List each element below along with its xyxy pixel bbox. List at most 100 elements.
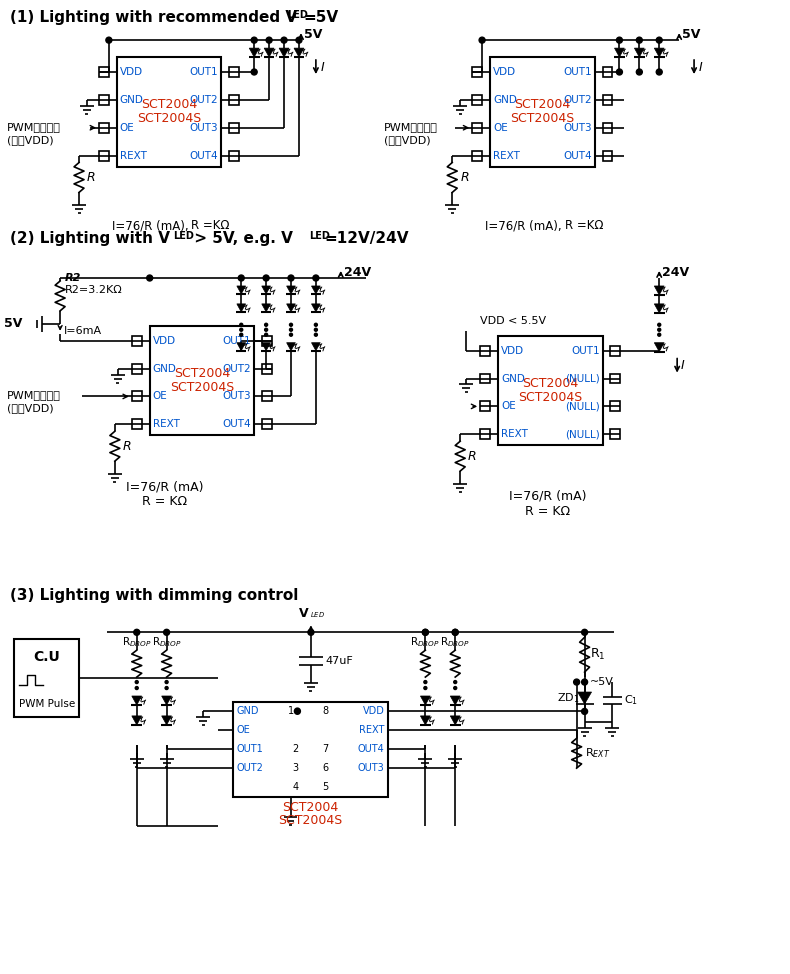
Text: R: R (87, 171, 96, 184)
Polygon shape (237, 286, 246, 294)
Circle shape (656, 69, 662, 75)
Bar (490, 57, 595, 167)
Text: OUT3: OUT3 (358, 764, 385, 773)
Bar (99, 94, 109, 105)
Text: (NULL): (NULL) (565, 373, 600, 384)
Circle shape (424, 687, 427, 690)
Circle shape (164, 629, 170, 635)
Text: R: R (461, 171, 468, 184)
Bar (472, 67, 482, 77)
Polygon shape (261, 343, 270, 351)
Polygon shape (162, 716, 171, 725)
Circle shape (251, 37, 258, 43)
Text: GND: GND (501, 373, 525, 384)
Text: R2: R2 (65, 273, 81, 283)
Text: LED: LED (309, 231, 329, 242)
Text: (2) Lighting with V: (2) Lighting with V (10, 231, 171, 246)
Polygon shape (615, 48, 624, 57)
Circle shape (581, 629, 588, 635)
Text: OUT1: OUT1 (236, 744, 263, 754)
Circle shape (251, 69, 258, 75)
Bar (480, 374, 490, 384)
Polygon shape (654, 343, 664, 352)
Bar (132, 336, 141, 346)
Bar (229, 94, 239, 105)
Text: I=6mA: I=6mA (64, 325, 102, 336)
Bar (480, 430, 490, 439)
Text: SCT2004: SCT2004 (174, 367, 230, 380)
Circle shape (165, 681, 168, 684)
Circle shape (314, 328, 318, 331)
Bar (233, 702, 388, 797)
Bar (480, 401, 490, 411)
Circle shape (239, 323, 243, 326)
Text: 3: 3 (292, 764, 299, 773)
Text: OUT3: OUT3 (563, 123, 592, 132)
Polygon shape (311, 304, 320, 312)
Polygon shape (237, 304, 246, 312)
Text: SCT2004S: SCT2004S (518, 391, 582, 404)
Text: V: V (299, 608, 309, 620)
Text: 4: 4 (292, 782, 299, 792)
Text: R = KΩ: R = KΩ (525, 505, 570, 518)
Text: ZD$_1$: ZD$_1$ (557, 692, 580, 705)
Polygon shape (450, 696, 460, 705)
Bar (611, 374, 620, 384)
Text: 5: 5 (322, 782, 329, 792)
Text: OE: OE (236, 726, 250, 735)
Circle shape (288, 275, 294, 281)
Polygon shape (237, 343, 246, 351)
Circle shape (239, 333, 243, 336)
Bar (229, 67, 239, 77)
Bar (99, 151, 109, 161)
Text: (或接VDD): (或接VDD) (7, 403, 54, 413)
Text: OUT1: OUT1 (563, 67, 592, 77)
Circle shape (265, 323, 268, 326)
Text: (或接VDD): (或接VDD) (384, 134, 431, 145)
Text: R2=3.2KΩ: R2=3.2KΩ (65, 285, 122, 295)
Text: 1●: 1● (288, 706, 303, 717)
Text: SCT2004S: SCT2004S (510, 112, 574, 126)
Text: R$_{DROP}$: R$_{DROP}$ (440, 635, 470, 649)
Polygon shape (279, 48, 289, 57)
Text: VDD: VDD (152, 336, 176, 346)
Text: PWM調光信號: PWM調光信號 (384, 122, 438, 131)
Circle shape (308, 629, 314, 635)
Text: (1) Lighting with recommended V: (1) Lighting with recommended V (10, 11, 298, 25)
Circle shape (135, 687, 138, 690)
Text: OUT2: OUT2 (223, 363, 251, 374)
Bar (472, 151, 482, 161)
Circle shape (581, 679, 588, 685)
Text: SCT2004: SCT2004 (141, 98, 198, 111)
Circle shape (636, 69, 642, 75)
Text: R = KΩ: R = KΩ (142, 495, 187, 508)
Text: VDD: VDD (363, 706, 385, 717)
Circle shape (452, 629, 458, 635)
Polygon shape (420, 716, 431, 725)
Circle shape (636, 37, 642, 43)
Bar (262, 363, 272, 374)
Text: I=76/R (mA): I=76/R (mA) (509, 490, 586, 503)
Text: 6: 6 (322, 764, 329, 773)
Bar (99, 67, 109, 77)
Circle shape (656, 37, 662, 43)
Bar (132, 420, 141, 430)
Circle shape (265, 333, 268, 336)
Circle shape (658, 328, 660, 331)
Text: REXT: REXT (152, 419, 179, 430)
Text: (NULL): (NULL) (565, 430, 600, 439)
Bar (14, 639, 79, 717)
Bar (132, 392, 141, 401)
Text: R: R (122, 439, 131, 453)
Circle shape (574, 679, 580, 685)
Text: VDD: VDD (493, 67, 516, 77)
Text: OUT2: OUT2 (563, 94, 592, 105)
Text: 24V: 24V (662, 266, 690, 280)
Text: I: I (681, 359, 685, 372)
Text: SCT2004S: SCT2004S (170, 381, 234, 393)
Bar (132, 363, 141, 374)
Bar (229, 123, 239, 132)
Circle shape (314, 333, 318, 336)
Polygon shape (450, 716, 460, 725)
Polygon shape (311, 286, 320, 294)
